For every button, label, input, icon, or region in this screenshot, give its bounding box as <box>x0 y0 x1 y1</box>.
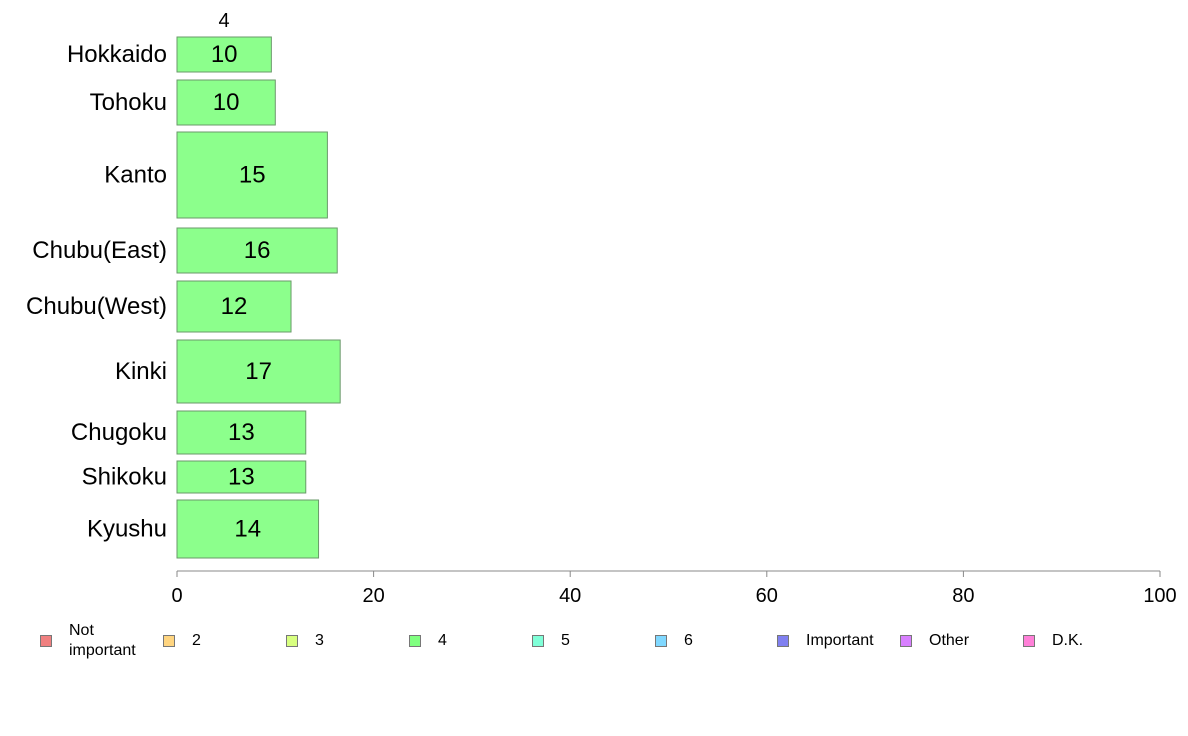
x-tick-label: 20 <box>362 585 384 607</box>
category-label: Tohoku <box>90 89 167 116</box>
category-label: Kinki <box>115 358 167 385</box>
legend-item: 6 <box>655 618 693 664</box>
bar-value-label: 17 <box>245 358 272 385</box>
legend-item: Other <box>900 618 969 664</box>
x-tick-label: 60 <box>756 585 778 607</box>
x-tick-label: 40 <box>559 585 581 607</box>
x-tick-label: 0 <box>171 585 182 607</box>
bar-value-label: 10 <box>213 89 240 116</box>
legend-item: Not important <box>40 618 136 664</box>
category-label: Chubu(West) <box>26 293 167 320</box>
legend-swatch <box>163 635 175 647</box>
bar <box>176 280 292 333</box>
bar-value-label: 10 <box>211 41 238 68</box>
category-label: Kanto <box>104 162 167 189</box>
category-label: Chubu(East) <box>32 237 167 264</box>
legend-label: Important <box>806 632 874 649</box>
bar <box>176 227 338 274</box>
series-header-label: 4 <box>218 10 229 32</box>
legend-item: Important <box>777 618 874 664</box>
category-label: Chugoku <box>71 419 167 446</box>
legend-swatch <box>532 635 544 647</box>
legend-label: Not important <box>69 622 136 659</box>
legend-label: 6 <box>684 632 693 649</box>
legend-swatch <box>286 635 298 647</box>
bar <box>176 499 320 559</box>
legend-item: 5 <box>532 618 570 664</box>
legend-swatch <box>777 635 789 647</box>
bar <box>176 339 341 404</box>
legend: Not important 2 3 4 5 6 Important Other D.K. <box>0 618 1188 668</box>
category-label: Kyushu <box>87 516 167 543</box>
x-tick-label: 80 <box>952 585 974 607</box>
bar-value-label: 13 <box>228 464 255 491</box>
legend-item: D.K. <box>1023 618 1083 664</box>
legend-item: 3 <box>286 618 324 664</box>
legend-swatch <box>40 635 52 647</box>
bar <box>176 36 272 73</box>
bar-value-label: 12 <box>221 293 248 320</box>
legend-label: 5 <box>561 632 570 649</box>
bar-value-label: 13 <box>228 419 255 446</box>
bar-value-label: 16 <box>244 237 271 264</box>
bar <box>176 79 276 126</box>
legend-label: 4 <box>438 632 447 649</box>
bar <box>176 131 328 219</box>
legend-swatch <box>900 635 912 647</box>
legend-label: 3 <box>315 632 324 649</box>
bar <box>176 460 307 494</box>
legend-item: 2 <box>163 618 201 664</box>
bar <box>176 410 307 455</box>
category-label: Shikoku <box>82 464 167 491</box>
bar-value-label: 14 <box>234 516 261 543</box>
legend-swatch <box>409 635 421 647</box>
legend-label: Other <box>929 632 970 649</box>
legend-swatch <box>655 635 667 647</box>
bar-value-label: 15 <box>239 162 266 189</box>
legend-item: 4 <box>409 618 447 664</box>
category-label: Hokkaido <box>67 41 167 68</box>
legend-label: D.K. <box>1052 632 1084 649</box>
legend-label: 2 <box>192 632 201 649</box>
x-tick-label: 100 <box>1143 585 1176 607</box>
legend-swatch <box>1023 635 1035 647</box>
